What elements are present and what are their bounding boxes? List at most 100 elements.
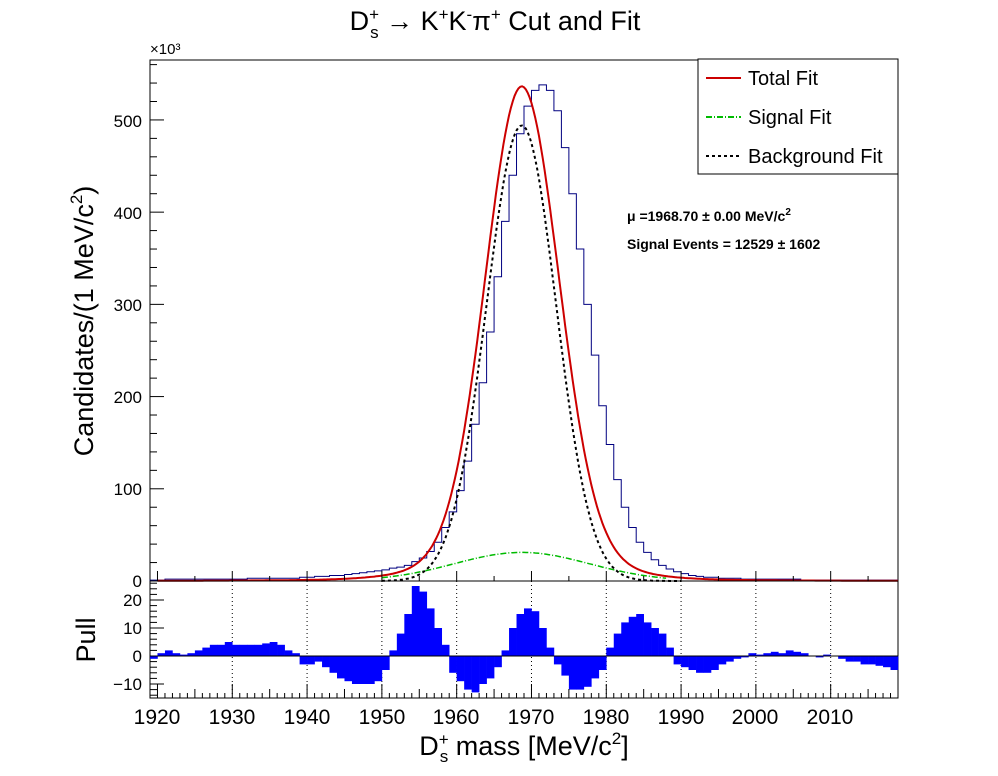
pull-tick-label-20: 20 [123, 591, 142, 610]
pull-bar [733, 656, 742, 659]
pull-bar [583, 656, 592, 687]
pull-bar [374, 656, 383, 682]
pull-bar [658, 633, 667, 656]
x-axis [156, 571, 892, 698]
pull-bar [217, 644, 226, 656]
pull-bar [636, 614, 644, 656]
pull-bar [366, 656, 375, 684]
pull-bar [718, 656, 727, 665]
pull-bar [479, 656, 487, 684]
pull-bar [800, 653, 809, 656]
pull-bar [239, 644, 248, 656]
pull-bar [740, 656, 749, 658]
pull-bar [419, 591, 428, 656]
pull-bar [785, 650, 794, 656]
main-y-axis [150, 64, 164, 582]
pull-bar [561, 656, 570, 676]
y-tick-label-500: 500 [114, 112, 142, 131]
annotation-signal-events: Signal Events = 12529 ± 1602 [627, 236, 821, 252]
x-tick-label-1970: 1970 [508, 706, 555, 729]
pull-bar [434, 628, 443, 656]
x-tick-label-1980: 1980 [583, 706, 630, 729]
pull-bar [883, 656, 891, 668]
annotation-mean: μ =1968.70 ± 0.00 MeV/c2 [627, 207, 791, 224]
y-tick-label-300: 300 [114, 296, 142, 315]
pull-bar [172, 653, 181, 656]
x-tick-label-1960: 1960 [433, 706, 480, 729]
pull-bar [681, 656, 689, 668]
pull-bar [748, 653, 757, 656]
pull-bar [322, 656, 330, 668]
pull-bar [628, 616, 637, 656]
pull-bar [666, 647, 674, 656]
pull-bar [696, 656, 704, 673]
pull-bar [396, 633, 405, 656]
pull-bar [299, 656, 308, 665]
x-tick-label-1990: 1990 [658, 706, 705, 729]
pull-bar [232, 644, 241, 656]
pull-bar [269, 642, 278, 656]
pull-bar [494, 656, 502, 668]
pull-bar [202, 647, 211, 656]
pull-bar [471, 656, 480, 693]
pull-y-axis-title: Pull [71, 617, 101, 662]
x-tick-label-1950: 1950 [359, 706, 406, 729]
pull-bar [337, 656, 345, 679]
pull-tick-label-0: 0 [133, 647, 142, 666]
pull-bar [284, 650, 293, 656]
chart-title: D+ s → K+K-π+ Cut and Fit [350, 5, 641, 42]
pull-bar [194, 650, 203, 656]
pull-bar [703, 656, 712, 673]
pull-bar [277, 644, 285, 656]
pull-bar [815, 656, 824, 658]
pull-bar [486, 656, 495, 679]
x-tick-label-1930: 1930 [209, 706, 256, 729]
pull-bar [426, 608, 435, 656]
pull-bar [464, 656, 472, 690]
pull-bar [725, 656, 734, 662]
pull-bar [591, 656, 600, 679]
pull-bar [621, 622, 630, 656]
x-tick-label-1920: 1920 [134, 706, 181, 729]
pull-bar [501, 650, 510, 656]
y-tick-label-200: 200 [114, 388, 142, 407]
pull-bar [254, 644, 263, 656]
pull-bar [456, 656, 465, 682]
pull-bar [157, 653, 166, 656]
pull-bar [224, 642, 233, 656]
pull-bar [187, 653, 196, 656]
pull-bar [546, 647, 555, 656]
pull-bar [778, 653, 787, 656]
pull-bar [531, 611, 540, 656]
pull-bar [247, 644, 256, 656]
pull-bar [538, 628, 547, 656]
legend-label-total-fit: Total Fit [748, 68, 818, 90]
pull-bar [209, 644, 218, 656]
pull-bar [875, 656, 884, 666]
total-fit-curve [157, 85, 898, 582]
legend-label-signal-fit: Signal Fit [748, 107, 832, 129]
pull-bar [688, 656, 697, 670]
pull-bar [449, 656, 457, 673]
y-exponent-label: ×10³ [150, 41, 180, 58]
pull-bar [262, 643, 270, 656]
pull-bar [890, 656, 899, 670]
x-tick-label-2010: 2010 [807, 706, 854, 729]
pull-bar [381, 656, 390, 670]
pull-bar [860, 656, 869, 665]
pull-bar [164, 650, 173, 656]
x-tick-label-1940: 1940 [284, 706, 331, 729]
pull-bar [314, 656, 323, 662]
x-tick-label-2000: 2000 [732, 706, 779, 729]
pull-bar [838, 656, 846, 659]
fit-layer [157, 85, 898, 582]
pull-bar [404, 614, 413, 656]
pull-bar [553, 656, 562, 665]
pull-bar [823, 654, 831, 656]
pull-bar [651, 628, 659, 656]
pull-bar [576, 656, 585, 690]
pull-bar [150, 656, 158, 659]
pull-bar [292, 653, 300, 656]
y-tick-label-100: 100 [114, 480, 142, 499]
